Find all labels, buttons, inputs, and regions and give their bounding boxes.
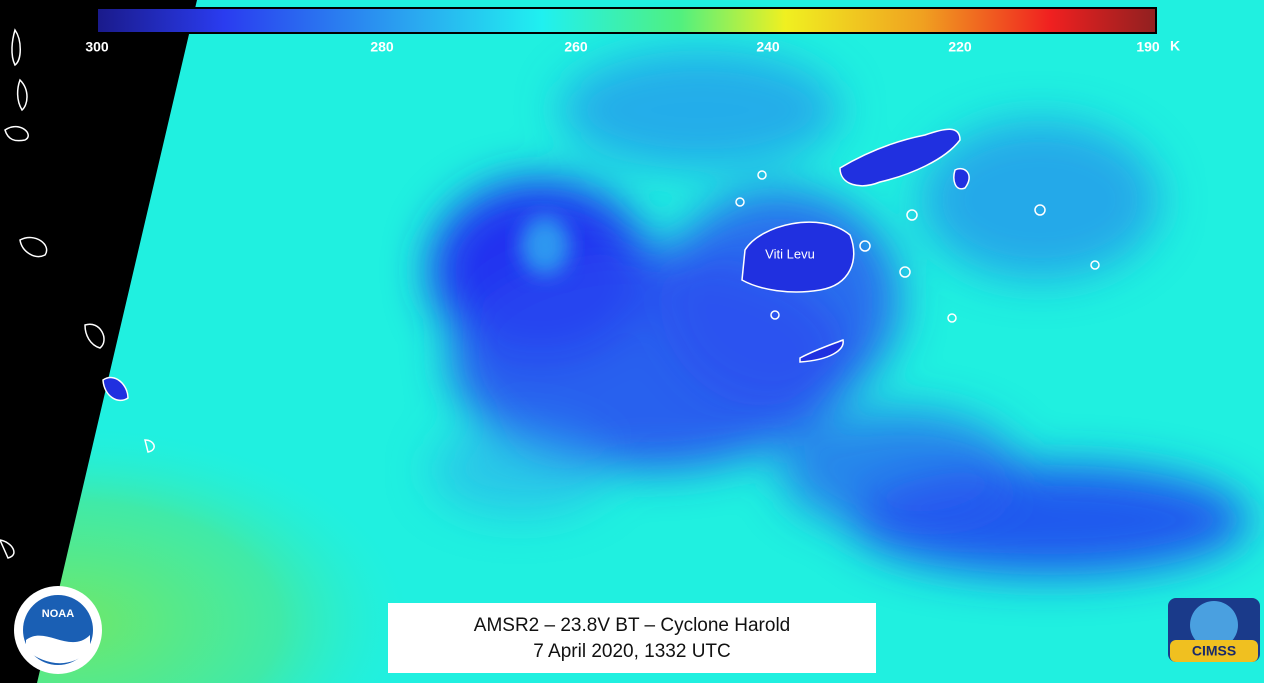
colorbar-tick-label: 260 xyxy=(564,39,588,55)
colorbar-tick-label: 190 xyxy=(1136,39,1160,55)
colorbar-tick-label: 240 xyxy=(756,39,780,55)
cimss-text: CIMSS xyxy=(1192,643,1236,659)
noaa-text: NOAA xyxy=(42,608,74,620)
island-label: Viti Levu xyxy=(765,246,815,261)
noaa-logo: NOAA xyxy=(14,586,102,674)
colorbar-unit: K xyxy=(1170,38,1180,54)
colorbar-tick-label: 300 xyxy=(85,39,109,55)
caption-line: 7 April 2020, 1332 UTC xyxy=(533,641,731,662)
no-data-area xyxy=(0,0,197,683)
colorbar-tick-label: 280 xyxy=(370,39,394,55)
caption-line: AMSR2 – 23.8V BT – Cyclone Harold xyxy=(474,615,790,636)
colorbar-tick-label: 220 xyxy=(948,39,972,55)
caption-box xyxy=(388,603,876,673)
coastlines xyxy=(0,28,1100,559)
cimss-logo: CIMSS xyxy=(1168,598,1260,662)
colorbar xyxy=(96,7,1157,34)
islands xyxy=(102,128,970,402)
